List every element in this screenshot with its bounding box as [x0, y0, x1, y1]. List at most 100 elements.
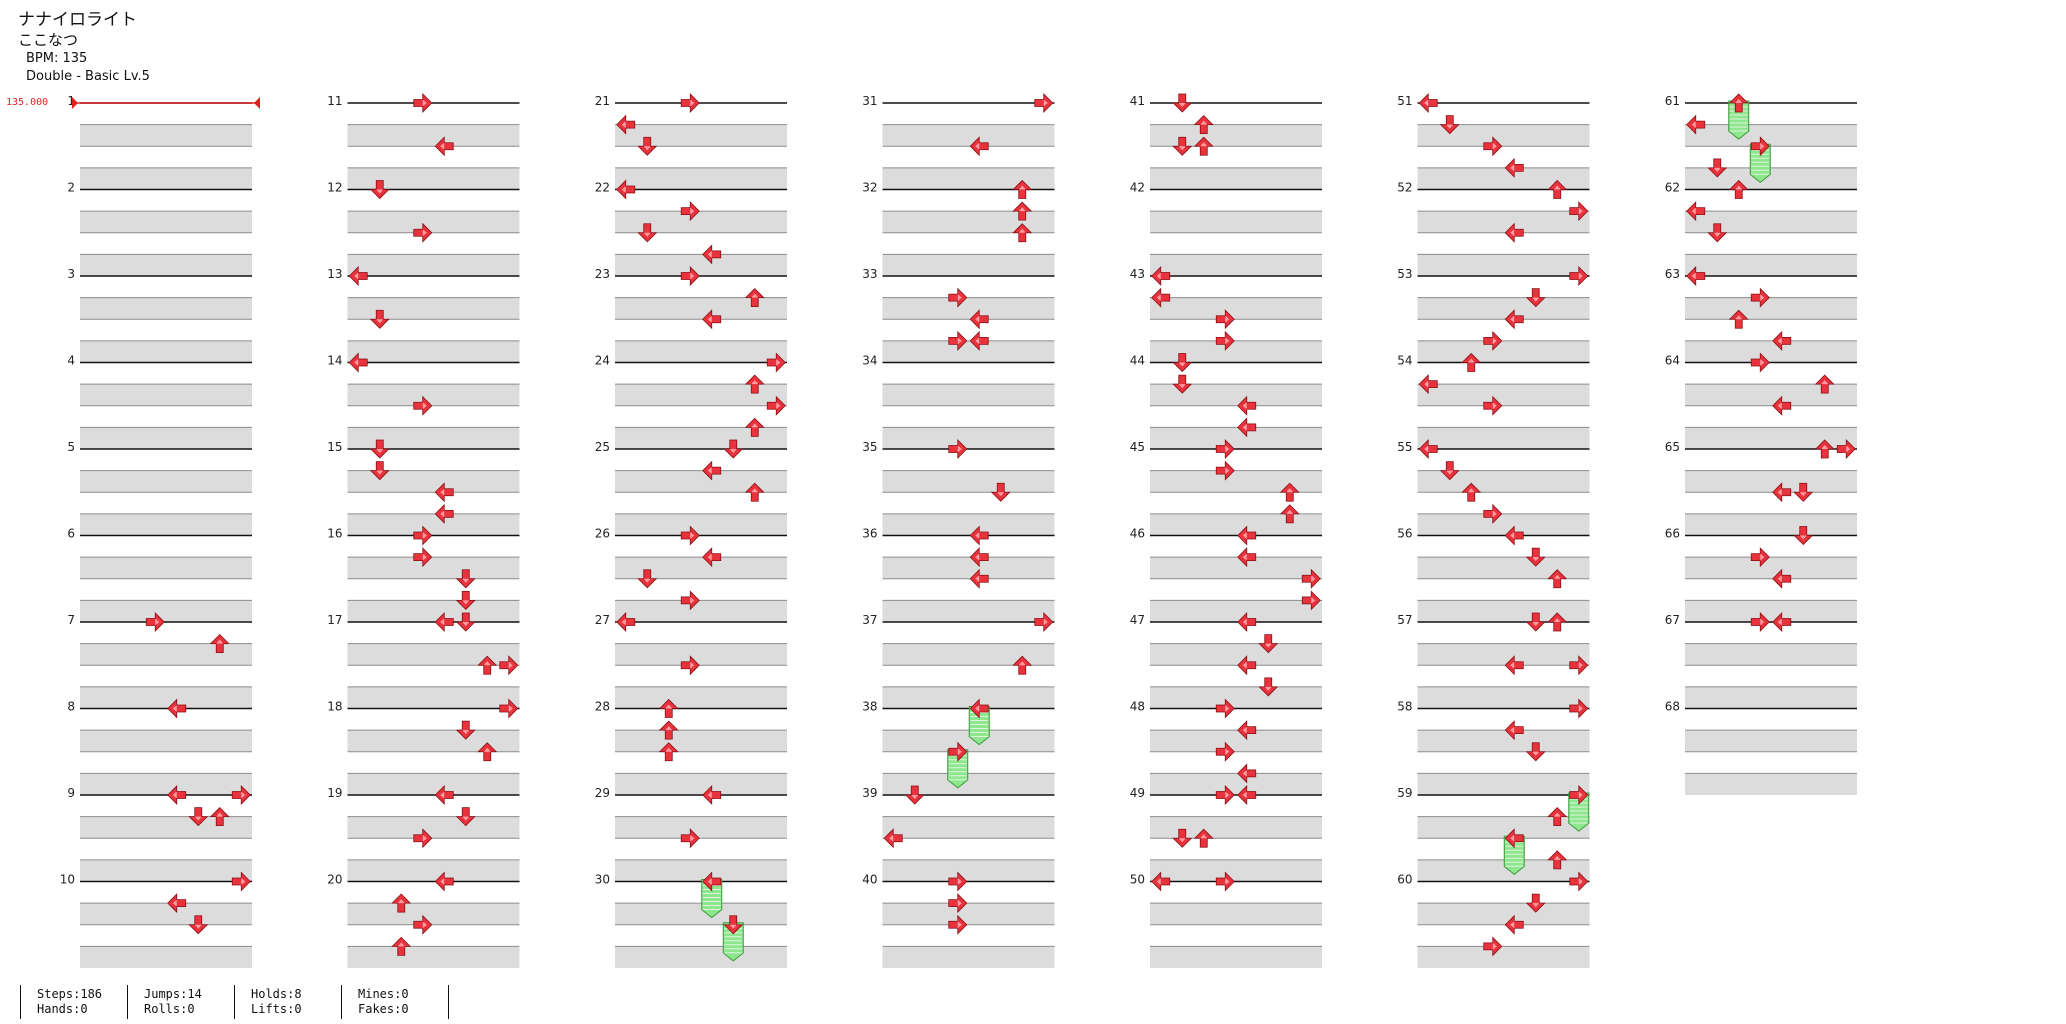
step-arrow-highlight [1178, 838, 1186, 843]
step-arrow-highlight [1178, 362, 1186, 367]
measure-number: 23 [595, 267, 610, 281]
step-arrow-highlight [1286, 509, 1294, 514]
step-arrow-highlight [1200, 142, 1208, 147]
step-arrow-highlight [440, 488, 445, 496]
beat-band [615, 427, 787, 449]
step-arrow-highlight [1242, 791, 1247, 799]
beat-band [80, 297, 252, 320]
beat-band [615, 124, 787, 147]
beat-band [882, 773, 1055, 795]
beat-band [80, 730, 252, 752]
step-arrow-highlight [1242, 726, 1247, 734]
measure-number: 56 [1397, 527, 1412, 541]
beat-band [347, 557, 520, 579]
step-arrow-highlight [707, 467, 712, 475]
beat-band [347, 600, 520, 622]
step-arrow-highlight [422, 834, 427, 842]
step-arrow-highlight [665, 704, 673, 709]
measure-number: 21 [595, 94, 610, 108]
measure-number: 55 [1397, 440, 1412, 454]
beat-band [1150, 816, 1322, 839]
beat-band [347, 211, 520, 233]
song-bpm: BPM: 135 [26, 51, 88, 66]
step-arrow-highlight [241, 878, 246, 885]
step-arrow-highlight [729, 924, 737, 929]
beat-band [1150, 297, 1322, 320]
step-arrow-highlight [508, 705, 513, 712]
step-arrow-highlight [1532, 297, 1540, 302]
step-arrow-highlight [440, 510, 445, 518]
beat-band [615, 816, 787, 839]
step-arrow-highlight [1242, 532, 1247, 539]
step-arrow-highlight [1735, 315, 1743, 320]
beat-band [1685, 513, 1857, 536]
beat-band [1150, 643, 1322, 666]
step-arrow-highlight [194, 924, 202, 929]
step-arrow-highlight [1510, 921, 1515, 929]
step-arrow-highlight [975, 575, 980, 583]
step-arrow-highlight [483, 661, 491, 666]
step-arrow-highlight [462, 730, 470, 735]
beat-band [80, 340, 252, 363]
beat-band [1150, 903, 1322, 925]
beat-band [1150, 211, 1322, 233]
measure-number: 57 [1397, 613, 1412, 627]
beat-band [615, 167, 787, 190]
step-arrow-highlight [1578, 661, 1583, 669]
beat-band [80, 211, 252, 233]
step-arrow-highlight [1578, 791, 1583, 799]
beat-band [1417, 297, 1590, 320]
measure-number: 40 [862, 873, 877, 887]
step-arrow-highlight [751, 380, 759, 385]
step-arrow-highlight [1760, 618, 1765, 626]
measure-number: 26 [595, 527, 610, 541]
step-arrow-highlight [1242, 423, 1247, 431]
beat-band [615, 211, 787, 233]
beat-band [1150, 557, 1322, 579]
beat-band [1417, 730, 1590, 752]
beat-band [1685, 124, 1857, 147]
measure-number: 54 [1397, 354, 1412, 368]
step-arrow-highlight [376, 319, 384, 324]
step-arrow-highlight [690, 596, 695, 604]
step-arrow-highlight [690, 207, 695, 215]
measure-number: 46 [1130, 527, 1145, 541]
step-arrow-highlight [1043, 99, 1048, 107]
measure-number: 2 [67, 181, 75, 195]
measure-number: 45 [1130, 440, 1145, 454]
step-arrow-highlight [975, 142, 980, 150]
step-arrow-highlight [1578, 705, 1583, 712]
beat-band [1150, 124, 1322, 147]
step-arrow-highlight [957, 294, 962, 302]
beat-band [80, 946, 252, 968]
beat-band [1150, 340, 1322, 363]
step-arrow-highlight [483, 747, 491, 752]
step-arrow-highlight [354, 272, 359, 280]
step-arrow-highlight [376, 449, 384, 453]
step-arrow-highlight [621, 121, 626, 129]
step-arrow-highlight [1424, 99, 1429, 107]
step-arrow-highlight [1492, 142, 1497, 150]
measure-number: 28 [595, 700, 610, 714]
measure-number: 52 [1397, 181, 1412, 195]
beat-band [80, 384, 252, 406]
measure-number: 35 [862, 440, 877, 454]
measure-number: 6 [67, 527, 75, 541]
step-arrow-highlight [690, 532, 695, 539]
step-arrow-highlight [172, 705, 177, 712]
beat-band [347, 816, 520, 839]
beat-band [1685, 730, 1857, 752]
measure-number: 29 [595, 786, 610, 800]
stat-hands: Hands:0 [37, 1002, 88, 1016]
beat-band [1150, 686, 1322, 709]
beat-band [1417, 859, 1590, 882]
beat-band [80, 124, 252, 147]
measure-number: 32 [862, 181, 877, 195]
beat-band [347, 470, 520, 493]
measure-number: 12 [327, 181, 342, 195]
beat-band [1685, 427, 1857, 449]
measure-number: 25 [595, 440, 610, 454]
step-arrow-highlight [397, 942, 405, 947]
step-arrow-highlight [957, 878, 962, 885]
beat-band [615, 600, 787, 622]
